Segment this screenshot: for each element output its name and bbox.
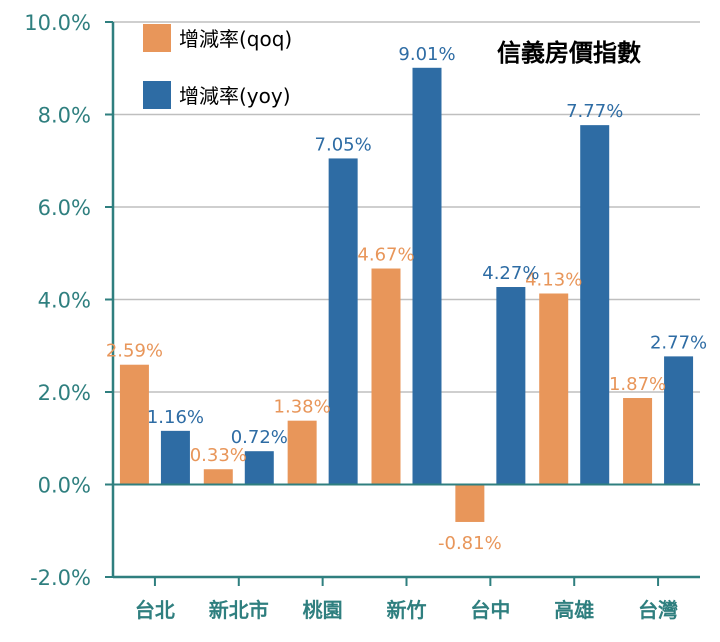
yoy-label-3: 9.01% [398,44,455,65]
yoy-bar-1 [244,451,274,485]
qoq-bar-4 [455,484,485,522]
qoq-bar-5 [539,293,569,485]
x-tick-label: 台灣 [638,598,678,622]
legend-swatch-qoq [143,24,171,52]
x-tick-label: 台中 [470,598,510,622]
qoq-bar-3 [371,268,401,485]
yoy-bar-2 [328,158,358,485]
gridlines [105,21,700,578]
qoq-bar-2 [287,420,317,485]
qoq-label-5: 4.13% [525,269,582,290]
x-tick-label: 高雄 [554,598,594,622]
x-tick-label: 新北市 [209,598,269,622]
qoq-bar-6 [623,398,653,485]
y-tick-label: 10.0% [24,11,91,35]
yoy-bar-6 [664,356,694,485]
chart-title: 信義房價指數 [497,39,641,67]
yoy-bar-0 [160,430,190,485]
yoy-label-2: 7.05% [315,134,372,155]
y-tick-labels: -2.0% 0.0% 2.0% 4.0% 6.0% 8.0% 10.0% [24,11,91,590]
x-tick-labels: 台北 新北市 桃園 新竹 台中 高雄 台灣 [135,577,678,622]
qoq-label-4: -0.81% [438,533,502,554]
y-tick-label: 0.0% [38,474,91,498]
qoq-label-0: 2.59% [106,341,163,362]
bars [119,67,694,522]
yoy-bar-5 [580,125,610,485]
yoy-bar-3 [412,67,442,485]
y-tick-label: 2.0% [38,381,91,405]
qoq-bar-1 [203,469,233,485]
yoy-label-5: 7.77% [566,101,623,122]
y-tick-label: -2.0% [30,566,91,590]
legend-swatch-yoy [143,81,171,109]
qoq-label-3: 4.67% [357,245,414,266]
legend-label-yoy: 增減率(yoy) [179,84,291,108]
yoy-bar-4 [496,287,526,485]
y-tick-label: 4.0% [38,289,91,313]
y-tick-label: 6.0% [38,196,91,220]
yoy-label-4: 4.27% [482,263,539,284]
legend-label-qoq: 增減率(qoq) [179,27,292,51]
qoq-bar-0 [119,364,149,485]
qoq-label-6: 1.87% [609,374,666,395]
x-tick-label: 新竹 [387,598,427,622]
x-tick-label: 台北 [135,598,175,622]
y-tick-label: 8.0% [38,104,91,128]
x-tick-label: 桃園 [303,598,343,622]
yoy-label-0: 1.16% [147,407,204,428]
legend: 增減率(qoq) 增減率(yoy) [143,24,292,109]
yoy-label-6: 2.77% [650,332,707,353]
yoy-label-1: 0.72% [231,427,288,448]
data-labels: 2.59% 0.33% 1.38% 4.67% -0.81% 4.13% 1.87% 1.16… [106,44,707,554]
qoq-label-1: 0.33% [190,445,247,466]
qoq-label-2: 1.38% [274,397,331,418]
